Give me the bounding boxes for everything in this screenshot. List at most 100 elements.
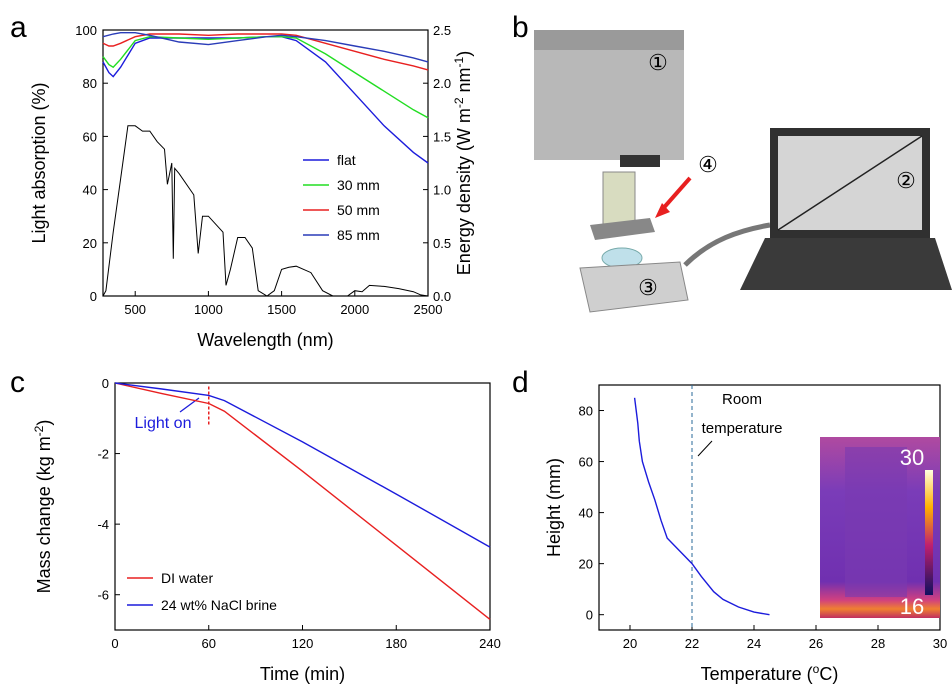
x-tick-label: 2500 bbox=[414, 302, 443, 317]
x-tick-label: 24 bbox=[747, 636, 761, 651]
y-tick-label: 80 bbox=[579, 404, 593, 419]
x-tick-label: 2000 bbox=[340, 302, 369, 317]
x-tick-label: 1000 bbox=[194, 302, 223, 317]
x-axis-label: Temperature (oC) bbox=[701, 662, 839, 684]
y-axis-label: Light absorption (%) bbox=[29, 82, 49, 243]
callout: ④ bbox=[698, 152, 718, 177]
series-line bbox=[102, 33, 429, 71]
callout: ③ bbox=[638, 275, 658, 300]
annotation: temperature bbox=[702, 420, 783, 437]
y-tick-label: 0 bbox=[90, 289, 97, 304]
plot-frame bbox=[102, 29, 429, 297]
lens bbox=[620, 155, 660, 167]
x-axis-label-part: Temperature ( bbox=[701, 664, 813, 684]
y-axis-label: Mass change (kg m-2) bbox=[32, 420, 54, 594]
panel-label: d bbox=[512, 366, 529, 399]
x-axis-label: Time (min) bbox=[260, 664, 345, 684]
y2-tick-label: 0.5 bbox=[433, 236, 451, 251]
series-line bbox=[102, 36, 429, 164]
y2-tick-label: 2.5 bbox=[433, 23, 451, 38]
y-axis-label-part: ) bbox=[34, 420, 54, 426]
x-tick-label: 20 bbox=[623, 636, 637, 651]
legend-label: 30 mm bbox=[337, 177, 380, 193]
y-tick-label: 20 bbox=[579, 557, 593, 572]
holder bbox=[590, 218, 655, 240]
series-line bbox=[114, 382, 491, 620]
y-tick-label: -6 bbox=[97, 588, 109, 603]
y2-axis-label-part: Energy density (W m bbox=[454, 108, 474, 275]
panel-label: a bbox=[10, 11, 27, 44]
inset-label: 16 bbox=[900, 594, 924, 619]
y-tick-label: 60 bbox=[83, 129, 97, 144]
series-line bbox=[102, 32, 429, 63]
y2-axis-label-part: -2 bbox=[452, 97, 466, 108]
y-tick-label: 80 bbox=[83, 76, 97, 91]
device-top bbox=[534, 30, 684, 50]
cable bbox=[683, 222, 771, 267]
series-line bbox=[102, 35, 429, 119]
x-axis-label-part: Time (min) bbox=[260, 664, 345, 684]
y-tick-label: 60 bbox=[579, 455, 593, 470]
series-line bbox=[633, 397, 770, 616]
legend-label: DI water bbox=[161, 570, 213, 586]
inset-sample bbox=[845, 447, 907, 597]
legend-label: 50 mm bbox=[337, 202, 380, 218]
inset-label: 30 bbox=[900, 445, 924, 470]
annotation: Light on bbox=[135, 415, 192, 432]
x-tick-label: 500 bbox=[124, 302, 146, 317]
y-tick-label: 100 bbox=[75, 23, 97, 38]
display-diagonal bbox=[777, 135, 923, 231]
x-tick-label: 22 bbox=[685, 636, 699, 651]
y-axis-label-part: Mass change (kg m bbox=[34, 436, 54, 593]
colorbar bbox=[925, 470, 933, 595]
y-tick-label: -4 bbox=[97, 517, 109, 532]
x-axis-label-part: Wavelength (nm) bbox=[197, 330, 333, 350]
panel-label: c bbox=[10, 366, 25, 399]
y2-tick-label: 1.5 bbox=[433, 129, 451, 144]
x-tick-label: 120 bbox=[292, 636, 314, 651]
x-axis-label: Wavelength (nm) bbox=[197, 330, 333, 350]
y-tick-label: 20 bbox=[83, 236, 97, 251]
series-line bbox=[102, 125, 429, 297]
x-tick-label: 60 bbox=[202, 636, 216, 651]
annotation-arrow bbox=[697, 440, 713, 457]
sample bbox=[602, 171, 636, 225]
legend-label: flat bbox=[337, 152, 356, 168]
x-tick-label: 30 bbox=[933, 636, 947, 651]
y-axis-label-part: Light absorption (%) bbox=[29, 82, 49, 243]
callout: ① bbox=[648, 50, 668, 75]
legend-label: 85 mm bbox=[337, 227, 380, 243]
panel-label: b bbox=[512, 11, 529, 44]
legend-label: 24 wt% NaCl brine bbox=[161, 597, 277, 613]
x-tick-label: 1500 bbox=[267, 302, 296, 317]
arrow bbox=[658, 176, 692, 214]
photo bbox=[534, 30, 952, 313]
balance bbox=[579, 261, 689, 313]
x-tick-label: 240 bbox=[479, 636, 501, 651]
y-tick-label: 40 bbox=[579, 506, 593, 521]
y-axis-label: Height (mm) bbox=[544, 458, 564, 557]
laptop-base bbox=[740, 238, 952, 290]
y2-axis-label-part: -1 bbox=[452, 56, 466, 67]
x-axis-label-part: o bbox=[813, 662, 820, 676]
y-axis-label-part: Height (mm) bbox=[544, 458, 564, 557]
y2-axis-label-part: nm bbox=[454, 67, 474, 97]
y-tick-label: 0 bbox=[102, 376, 109, 391]
series-line bbox=[114, 382, 491, 548]
y-tick-label: -2 bbox=[97, 447, 109, 462]
y2-axis-label: Energy density (W m-2 nm-1) bbox=[452, 51, 474, 275]
device bbox=[534, 30, 684, 160]
y2-tick-label: 2.0 bbox=[433, 76, 451, 91]
y-tick-label: 0 bbox=[586, 608, 593, 623]
y2-tick-label: 1.0 bbox=[433, 183, 451, 198]
x-tick-label: 26 bbox=[809, 636, 823, 651]
y2-axis-label-part: ) bbox=[454, 51, 474, 57]
callout: ② bbox=[896, 168, 916, 193]
y2-tick-label: 0.0 bbox=[433, 289, 451, 304]
x-tick-label: 28 bbox=[871, 636, 885, 651]
x-tick-label: 180 bbox=[385, 636, 407, 651]
y-axis-label-part: -2 bbox=[32, 425, 46, 436]
x-axis-label-part: C) bbox=[819, 664, 838, 684]
x-tick-label: 0 bbox=[111, 636, 118, 651]
